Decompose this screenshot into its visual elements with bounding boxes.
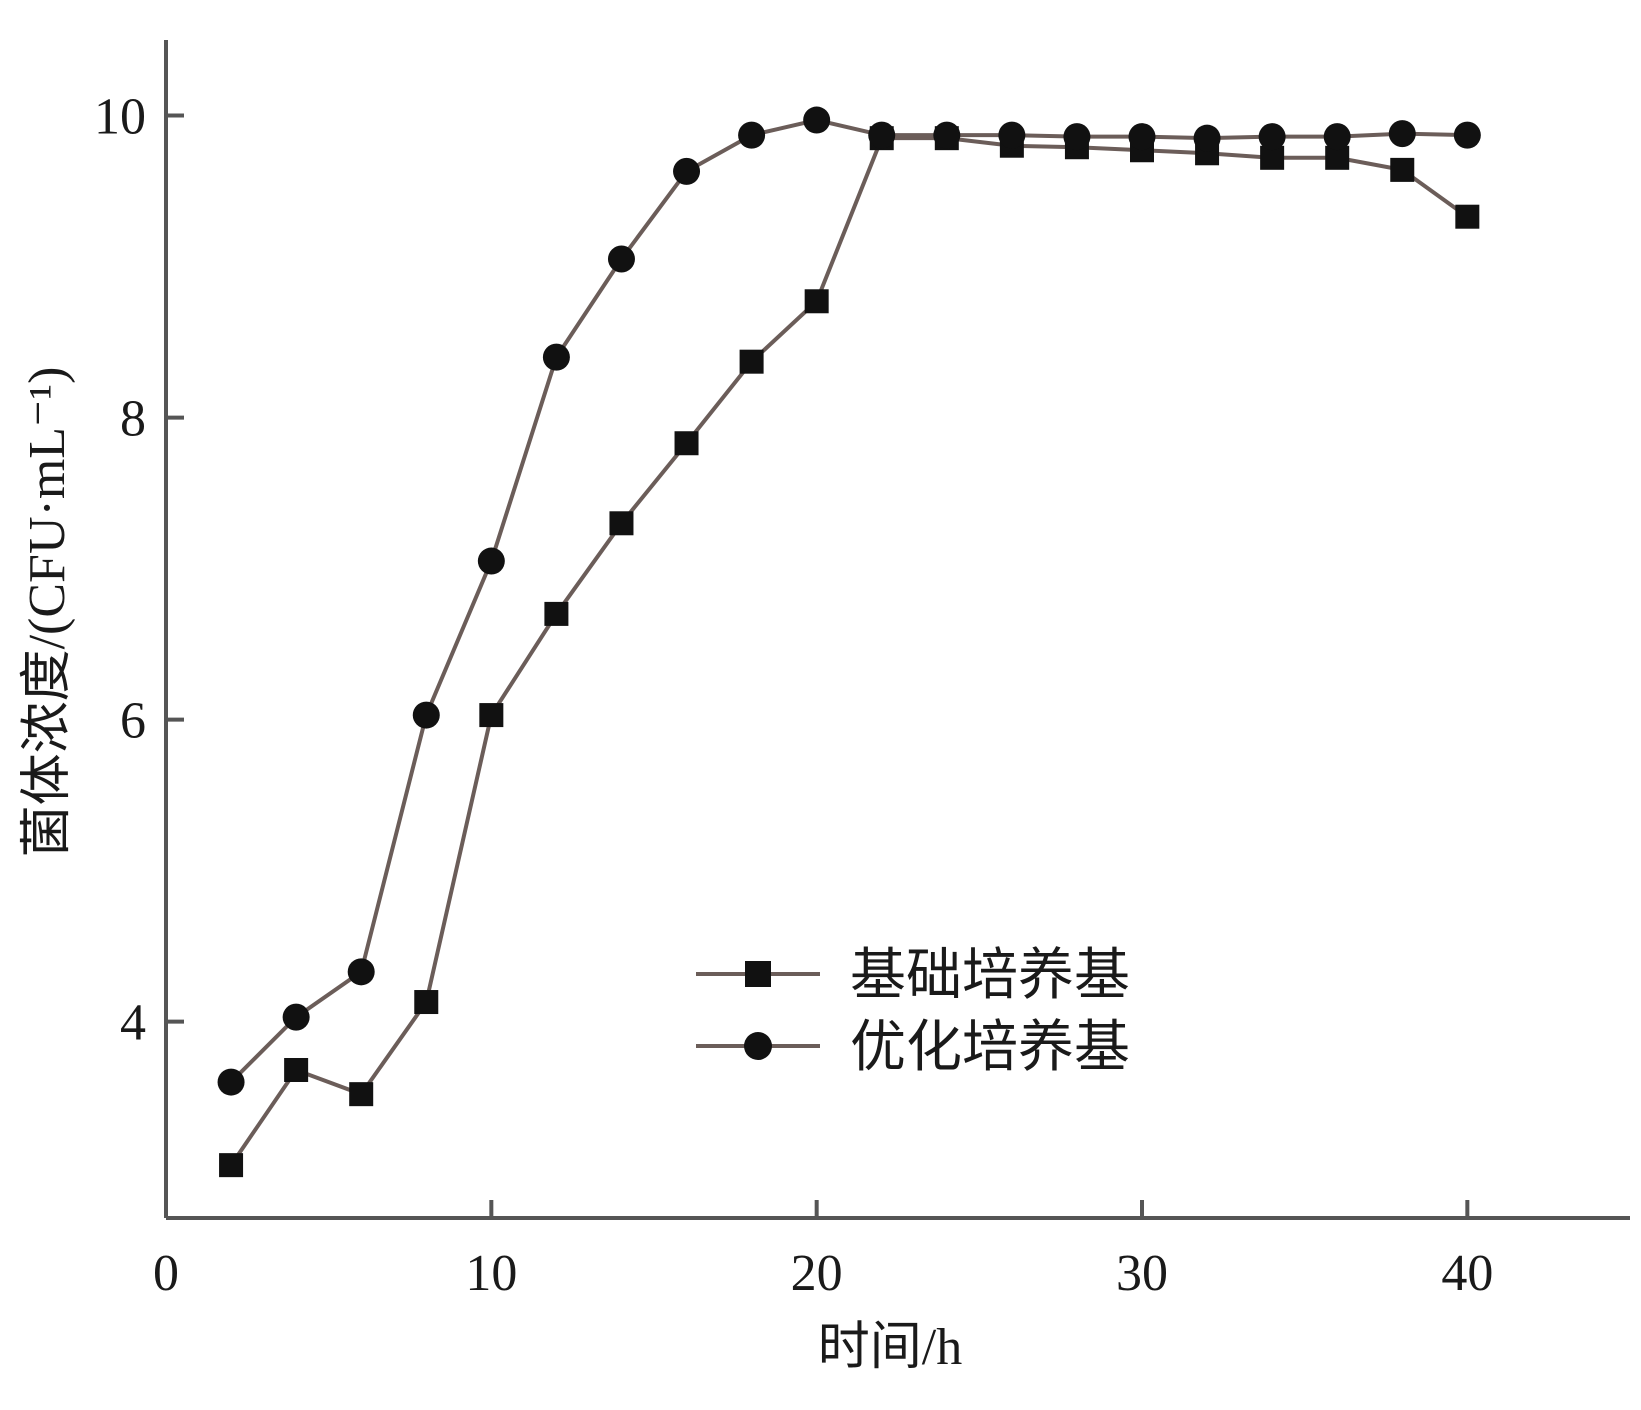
series-2-point [1193, 124, 1221, 152]
series-1-point [414, 990, 439, 1015]
y-tick-label: 4 [120, 995, 146, 1052]
legend-marker [745, 961, 771, 987]
series-2-point [542, 343, 570, 371]
axes: 0 10 20 30 40 4 6 8 10 [94, 40, 1630, 1302]
series-2-point [282, 1003, 310, 1031]
series-2-point [998, 121, 1026, 149]
series-2-point [1063, 123, 1091, 151]
legend-item: 优化培养基 [696, 1017, 1130, 1079]
series-1-point [1390, 157, 1415, 182]
series-1-point [544, 601, 569, 626]
x-tick-label: 10 [465, 1245, 517, 1302]
series-2-point [673, 157, 701, 185]
series-2-point [607, 245, 635, 273]
series-2-point [477, 547, 505, 575]
series-1-point [804, 289, 829, 314]
series-2-line [229, 117, 1468, 1084]
series-2-point [1128, 123, 1156, 151]
series-2 [217, 106, 1481, 1096]
x-tick-label: 40 [1441, 1245, 1493, 1302]
series-1-point [1455, 204, 1480, 229]
series-2-point [1323, 123, 1351, 151]
legend-marker [744, 1032, 772, 1060]
y-tick-label: 10 [94, 89, 146, 146]
series-2-point [1453, 121, 1481, 149]
series-2-point [738, 121, 766, 149]
x-tick-label: 20 [791, 1245, 843, 1302]
series-1-point [349, 1082, 374, 1107]
series-1-point [219, 1153, 244, 1178]
x-tick-label: 0 [153, 1245, 179, 1302]
y-tick-label: 6 [120, 693, 146, 750]
series-2-point [412, 701, 440, 729]
series-1-point [479, 703, 504, 728]
legend-label: 基础培养基 [850, 945, 1130, 1007]
y-axis-title: 菌体浓度/(CFU·mL⁻¹) [19, 367, 76, 858]
series-1 [219, 126, 1480, 1178]
series-2-point [868, 121, 896, 149]
series-2-point [347, 958, 375, 986]
series-1-point [674, 431, 699, 456]
series-1-point [609, 511, 634, 536]
x-tick-label: 30 [1116, 1245, 1168, 1302]
legend-item: 基础培养基 [696, 945, 1130, 1007]
series-1-point [284, 1057, 309, 1082]
series-1-point [739, 349, 764, 374]
series-2-point [803, 106, 831, 134]
y-tick-label: 8 [120, 391, 146, 448]
legend-label: 优化培养基 [850, 1017, 1130, 1079]
series-2-point [1388, 120, 1416, 148]
series-2-point [1258, 123, 1286, 151]
x-axis-title: 时间/h [818, 1319, 962, 1376]
series-2-point [217, 1068, 245, 1096]
series-2-point [933, 121, 961, 149]
series-layer [217, 106, 1481, 1178]
